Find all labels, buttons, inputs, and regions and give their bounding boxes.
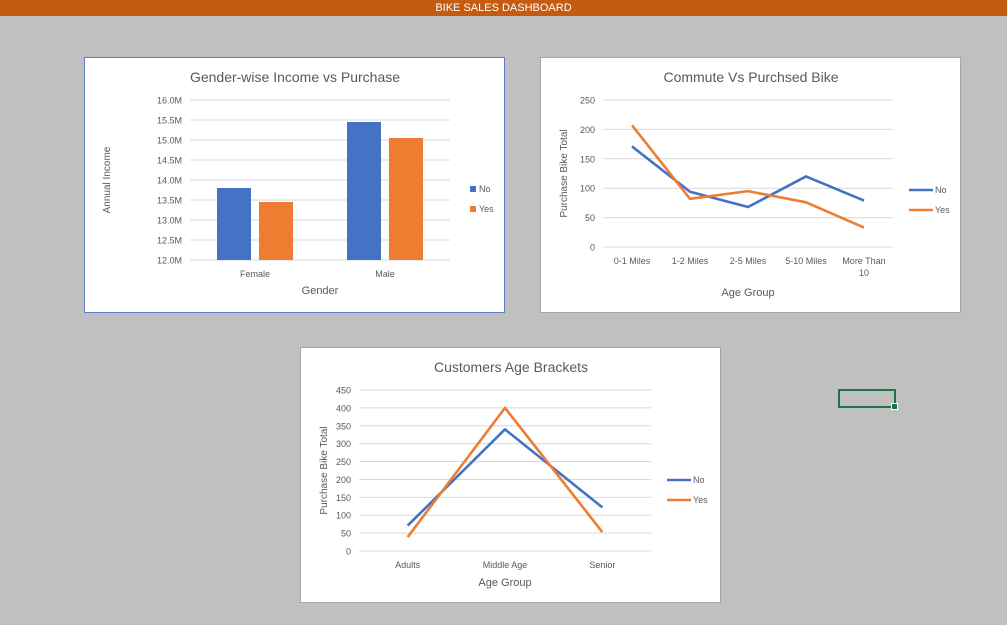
age-brackets-chart-svg: Customers Age Brackets 0 50 100 150 200 250 300…: [319, 359, 708, 589]
y-tick-label: 13.5M: [157, 196, 182, 206]
dashboard-title-bar: BIKE SALES DASHBOARD: [0, 0, 1007, 16]
y-tick-label: 250: [336, 457, 351, 467]
y-tick-label: 150: [580, 154, 595, 164]
bar-male-no: [347, 122, 381, 260]
y-axis-title: Annual Income: [102, 146, 113, 213]
y-tick-label: 50: [585, 213, 595, 223]
y-tick-label: 100: [580, 184, 595, 194]
y-tick-label: 100: [336, 511, 351, 521]
y-axis-title: Purchase Bike Total: [319, 426, 330, 514]
y-tick-label: 400: [336, 403, 351, 413]
y-tick-label: 14.0M: [157, 176, 182, 186]
y-tick-label: 350: [336, 421, 351, 431]
y-tick-label: 0: [346, 547, 351, 557]
legend-label-yes: Yes: [479, 204, 494, 214]
selected-cell[interactable]: [838, 389, 898, 410]
x-tick-label: Senior: [589, 560, 615, 570]
bar-female-no: [217, 188, 251, 260]
x-tick-label: Male: [375, 269, 395, 279]
chart-title: Customers Age Brackets: [434, 359, 588, 375]
line-series-yes: [406, 406, 604, 538]
y-tick-label: 15.0M: [157, 136, 182, 146]
x-tick-label: 2-5 Miles: [730, 256, 767, 266]
x-axis-title: Age Group: [721, 287, 774, 299]
dashboard-title: BIKE SALES DASHBOARD: [435, 2, 572, 14]
gender-income-chart[interactable]: Gender-wise Income vs Purchase 12.0M 12.5M…: [84, 57, 505, 313]
x-tick-label: Female: [240, 269, 270, 279]
x-tick-label: Middle Age: [483, 560, 528, 570]
y-tick-label: 150: [336, 493, 351, 503]
bar-male-yes: [389, 138, 423, 260]
legend-swatch-yes: [470, 206, 476, 212]
y-tick-label: 13.0M: [157, 216, 182, 226]
y-tick-label: 15.5M: [157, 116, 182, 126]
y-tick-label: 450: [336, 386, 351, 396]
legend-label-no: No: [935, 185, 947, 195]
y-tick-label: 12.5M: [157, 236, 182, 246]
fill-handle[interactable]: [891, 403, 898, 410]
gender-income-chart-svg: Gender-wise Income vs Purchase 12.0M 12.5M…: [102, 69, 494, 297]
chart-title: Commute Vs Purchsed Bike: [663, 69, 838, 85]
age-brackets-chart[interactable]: Customers Age Brackets 0 50 100 150 200 250 300…: [300, 347, 721, 603]
x-axis-title: Gender: [302, 285, 339, 297]
legend-label-no: No: [693, 475, 705, 485]
legend-swatch-no: [470, 186, 476, 192]
y-tick-label: 200: [336, 475, 351, 485]
x-tick-label: 1-2 Miles: [672, 256, 709, 266]
y-tick-label: 16.0M: [157, 96, 182, 106]
y-tick-label: 0: [590, 243, 595, 253]
y-tick-label: 50: [341, 529, 351, 539]
y-tick-label: 12.0M: [157, 256, 182, 266]
legend-label-yes: Yes: [693, 495, 708, 505]
x-tick-label: 5-10 Miles: [785, 256, 827, 266]
line-series-no: [631, 145, 865, 209]
y-tick-label: 14.5M: [157, 156, 182, 166]
legend-label-yes: Yes: [935, 205, 950, 215]
x-tick-label: Adults: [395, 560, 421, 570]
y-tick-label: 200: [580, 125, 595, 135]
line-series-yes: [630, 124, 865, 229]
y-tick-label: 300: [336, 439, 351, 449]
x-tick-label: More Than 10: [842, 256, 885, 278]
bar-female-yes: [259, 202, 293, 260]
x-axis-title: Age Group: [478, 577, 531, 589]
y-axis-title: Purchase Bike Total: [559, 129, 570, 217]
x-tick-label: 0-1 Miles: [614, 256, 651, 266]
commute-chart[interactable]: Commute Vs Purchsed Bike 0 50 100 150 200 250 0…: [540, 57, 961, 313]
chart-title: Gender-wise Income vs Purchase: [190, 69, 400, 85]
y-tick-label: 250: [580, 96, 595, 106]
commute-chart-svg: Commute Vs Purchsed Bike 0 50 100 150 200 250 0…: [559, 69, 950, 299]
legend-label-no: No: [479, 184, 491, 194]
